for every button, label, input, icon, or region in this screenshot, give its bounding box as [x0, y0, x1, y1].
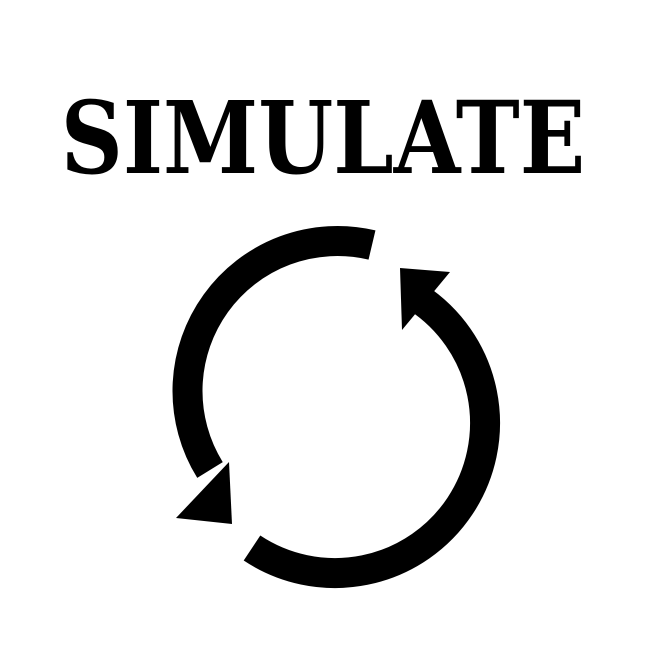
cycle-arrowhead-right	[400, 268, 450, 330]
cycle-arrowhead-left	[176, 462, 232, 524]
cycle-arc-right	[243, 285, 501, 589]
cycle-arc-left	[172, 226, 376, 478]
simulate-title: SIMULATE	[60, 79, 586, 197]
